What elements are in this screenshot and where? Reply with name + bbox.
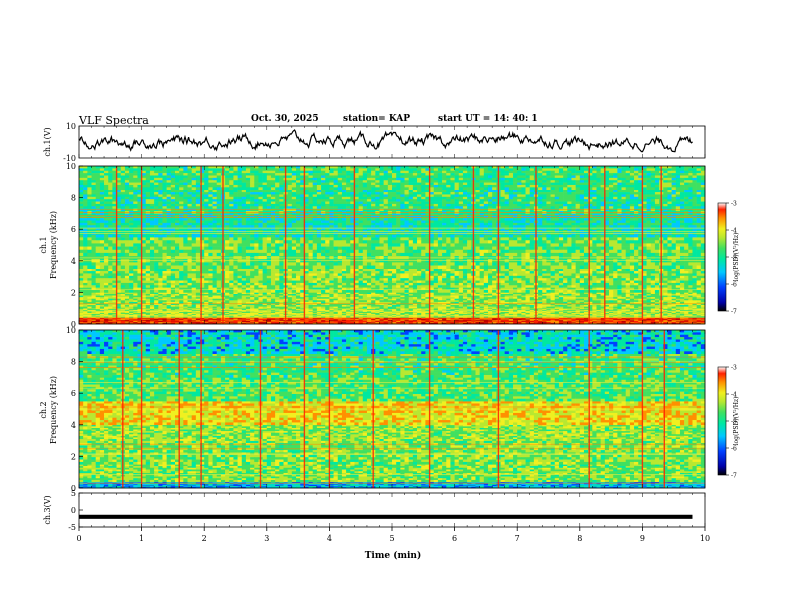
ch1-frame [79,126,705,158]
ch1-waveform-panel: 10-10 [63,122,705,163]
y-tick-label: 10 [66,122,76,131]
vlf-figure: VLF Spectra Oct. 30, 2025 station= KAP s… [0,0,792,612]
ch1-trace [79,130,693,152]
vlf-plot-svg: 10-10 0246810 0246810 50-50 1 2 3 4 5 6 7 8 9 10 c… [0,0,792,612]
